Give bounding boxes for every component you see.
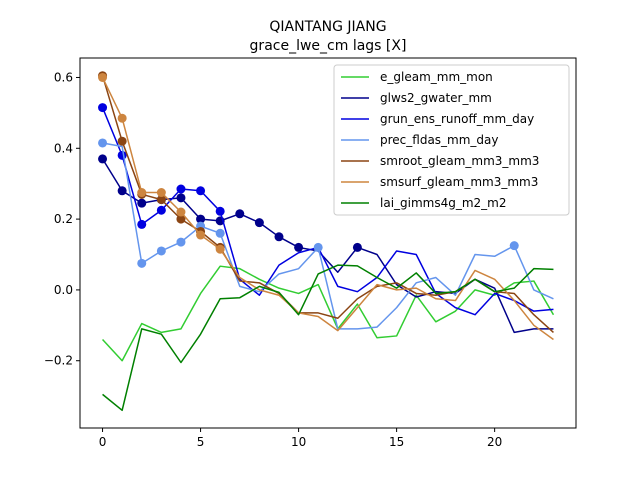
y-tick-label: 0.0 (54, 283, 73, 297)
legend-entry: glws2_gwater_mm (341, 91, 492, 105)
series-point (254, 218, 264, 228)
series-smsurf_gleam_mm3_mm3 (98, 72, 554, 341)
legend-entry: grun_ens_runoff_mm_day (341, 112, 534, 126)
series-point (117, 136, 127, 146)
series-point (137, 188, 147, 198)
y-tick-label: 0.4 (54, 141, 73, 155)
legend-entry: smroot_gleam_mm3_mm3 (341, 154, 539, 168)
y-tick-label: 0.6 (54, 70, 73, 84)
series-e_gleam_mm_mon (101, 265, 555, 362)
y-tick-label: 0.2 (54, 212, 73, 226)
series-line (102, 264, 554, 412)
legend-label: lai_gimms4g_m2_m2 (380, 196, 507, 210)
x-axis: 0 5 10 15 20 (99, 428, 502, 449)
series-point (117, 150, 127, 160)
series-lai_gimms4g_m2_m2 (102, 264, 554, 412)
legend-entry: smsurf_gleam_mm3_mm3 (341, 175, 538, 189)
legend-entry: prec_fldas_mm_day (341, 133, 499, 147)
series-point (156, 205, 166, 215)
legend-entry: lai_gimms4g_m2_m2 (341, 196, 507, 210)
series-layer (98, 71, 555, 412)
legend: e_gleam_mm_mon glws2_gwater_mm grun_ens_ru… (333, 64, 570, 216)
series-point (176, 207, 186, 217)
series-point (509, 241, 519, 251)
series-point (117, 113, 127, 123)
series-point (156, 246, 166, 256)
legend-label: glws2_gwater_mm (380, 91, 492, 105)
series-point (156, 195, 166, 205)
series-line (101, 77, 554, 341)
legend-label: smsurf_gleam_mm3_mm3 (380, 175, 538, 189)
series-point (137, 198, 147, 208)
legend-label: e_gleam_mm_mon (380, 70, 493, 84)
x-tick-label: 15 (389, 435, 404, 449)
legend-box (333, 64, 570, 216)
series-point (215, 228, 225, 238)
chart-subtitle: grace_lwe_cm lags [X] (250, 38, 407, 54)
x-tick-label: 5 (197, 435, 205, 449)
x-tick-label: 10 (291, 435, 306, 449)
series-point (137, 219, 147, 229)
y-tick-label: −0.2 (44, 354, 73, 368)
series-point (176, 214, 186, 224)
axes-frame (79, 57, 577, 429)
legend-label: grun_ens_runoff_mm_day (380, 112, 534, 126)
series-point (215, 206, 225, 216)
series-point (176, 237, 186, 247)
series-line (101, 107, 554, 316)
series-point (235, 209, 245, 219)
series-point (98, 103, 108, 113)
series-point (137, 258, 147, 268)
legend-label: prec_fldas_mm_day (380, 133, 499, 147)
series-point (176, 193, 186, 203)
series-point (196, 186, 206, 196)
chart-title: QIANTANG JIANG (269, 19, 386, 35)
series-point (156, 188, 166, 198)
series-point (98, 154, 108, 164)
series-point (274, 232, 284, 242)
legend-entry: e_gleam_mm_mon (341, 70, 493, 84)
series-point (117, 186, 127, 196)
series-point (215, 244, 225, 254)
series-point (196, 230, 206, 240)
series-point (313, 242, 323, 252)
legend-items: e_gleam_mm_mon glws2_gwater_mm grun_ens_ru… (341, 70, 539, 210)
x-tick-label: 20 (487, 435, 502, 449)
series-point (176, 184, 186, 194)
series-point (196, 214, 206, 224)
series-grun_ens_runoff_mm_day (98, 103, 554, 316)
series-point (352, 242, 362, 252)
x-tick-label: 0 (99, 435, 107, 449)
series-point (98, 138, 108, 148)
legend-label: smroot_gleam_mm3_mm3 (380, 154, 539, 168)
series-line (101, 265, 555, 362)
series-point (98, 72, 108, 82)
y-axis: −0.2 0.0 0.2 0.4 0.6 (44, 70, 80, 368)
series-point (294, 242, 304, 252)
